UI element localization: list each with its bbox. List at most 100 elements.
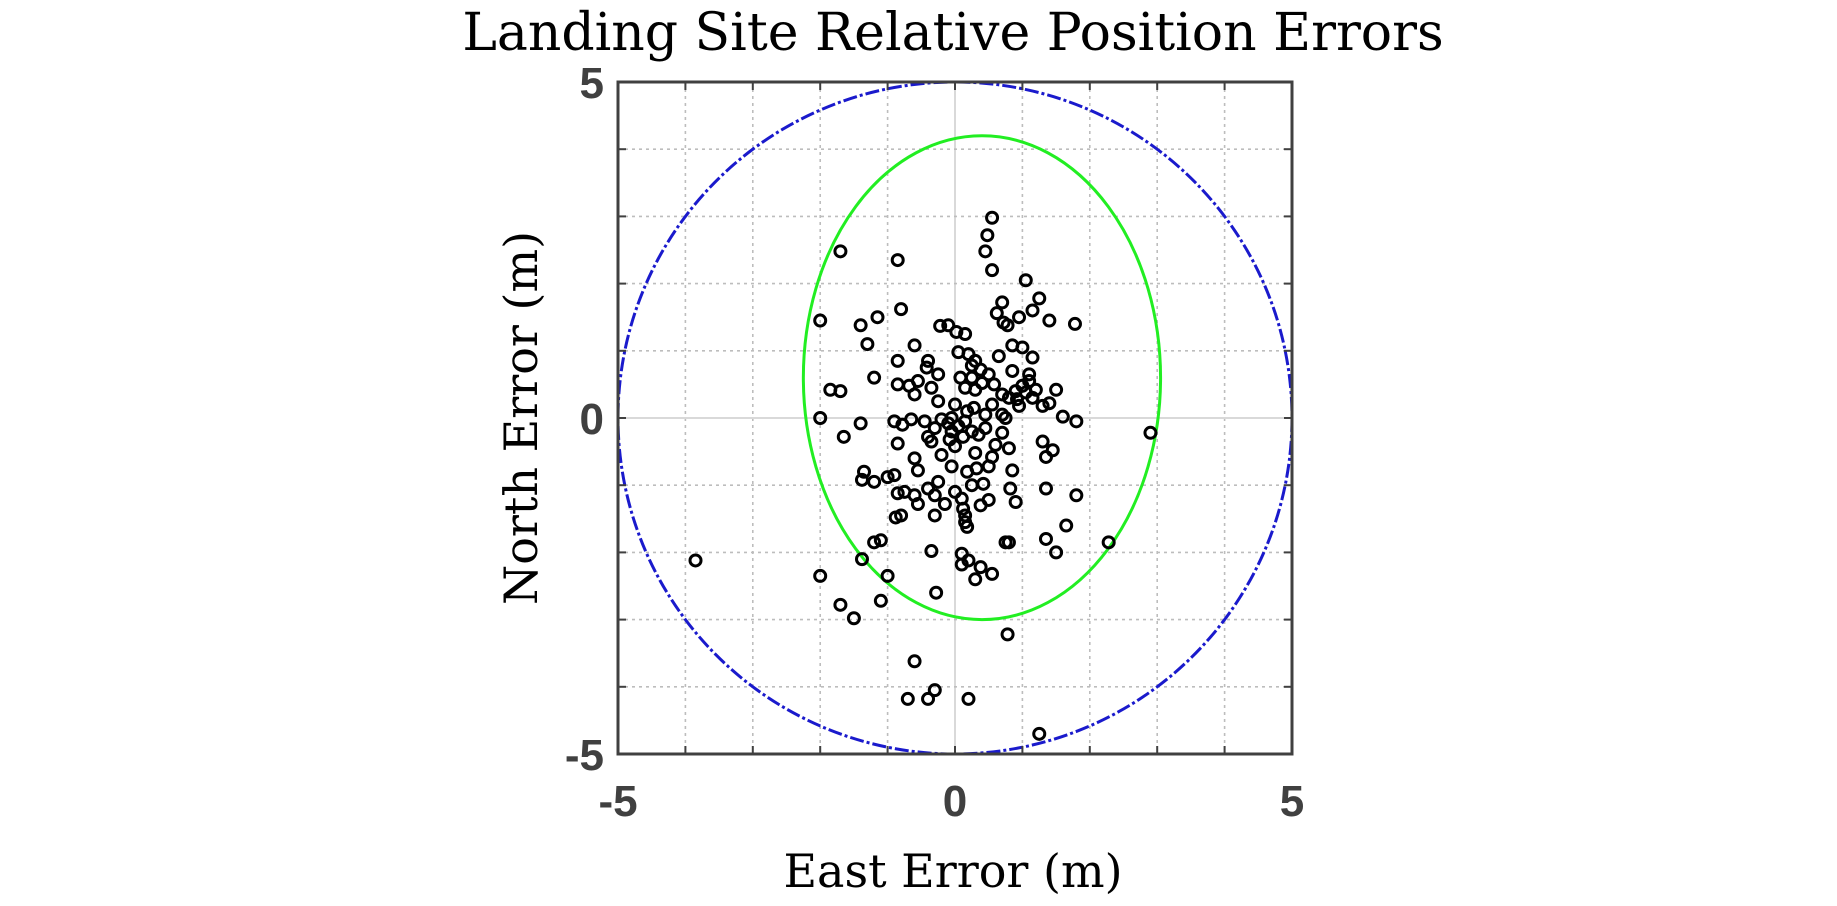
data-point [958,327,973,341]
data-point [887,468,902,483]
data-point [927,683,942,698]
data-point [1018,273,1033,288]
data-point [1059,518,1074,533]
data-point [907,338,922,353]
data-point [948,397,962,412]
data-point [1038,531,1053,546]
data-point [941,318,956,333]
data-point [1000,318,1015,333]
data-point [960,519,975,534]
data-point [910,497,925,512]
data-point [978,407,993,422]
data-point [873,593,888,608]
data-point [948,439,962,454]
data-point [1055,409,1070,424]
data-point [880,470,895,485]
x-tick-label: -5 [598,777,637,826]
data-point [988,437,1003,452]
data-point [1012,310,1027,325]
data-point [931,367,946,382]
data-point [1003,481,1018,496]
data-point [927,421,942,436]
data-point [924,380,939,395]
data-point [907,387,922,402]
data-point [944,424,959,439]
data-point [880,568,895,583]
data-point [980,228,995,243]
data-point [813,568,828,583]
axis-ticks: -5 0 5 -5 0 5 [565,59,1304,826]
data-point [813,313,828,328]
data-point [853,318,868,333]
data-point [895,417,910,432]
data-point [833,597,848,612]
data-point [854,472,869,487]
data-point [921,691,936,706]
data-point [833,384,848,399]
data-point [973,498,988,513]
data-point [860,337,875,352]
data-point [1143,425,1158,440]
data-point [976,476,991,491]
data-point [956,429,971,444]
data-point [985,210,1000,225]
data-point [813,411,828,425]
data-point [1035,434,1050,449]
data-point [833,244,848,259]
data-point [978,244,993,259]
data-point [924,434,939,449]
data-point [931,474,946,489]
data-point [857,464,872,479]
data-point [933,318,948,333]
data-point [854,552,869,567]
data-point [1038,449,1053,464]
data-point [894,302,909,317]
data-point [1038,481,1053,496]
data-point [890,377,905,392]
data-point [867,474,882,489]
data-point [890,486,905,501]
data-point [1000,627,1015,642]
data-point [927,488,942,503]
data-point [900,691,915,706]
data-point [1015,340,1030,355]
data-point [934,447,949,462]
data-point [961,691,976,706]
data-point [1005,463,1020,478]
data-point [929,585,944,600]
data-point [995,295,1010,310]
data-point [853,416,868,431]
data-point [991,349,1006,364]
data-point [998,411,1013,425]
data-point [981,459,996,474]
data-point [870,310,885,325]
data-point [964,478,979,493]
data-point [890,253,905,268]
data-point [1101,535,1116,550]
data-point [1032,726,1047,741]
data-point [867,535,882,550]
data-point [971,427,986,442]
data-point [1049,382,1064,397]
data-point [836,429,851,444]
data-point [688,553,703,568]
data-point [1069,414,1084,429]
data-point [944,459,959,474]
data-point [995,407,1010,422]
data-point [995,387,1010,402]
data-point [931,394,946,409]
data-point [954,557,969,572]
data-point [995,425,1010,440]
data-point [968,445,983,460]
data-point [888,510,903,525]
data-point [910,463,925,478]
data-point [968,572,983,587]
data-point [1025,303,1040,318]
data-point [1069,488,1084,503]
data-point [985,263,1000,278]
data-point [867,370,882,385]
data-point [890,436,905,451]
data-point [1032,291,1047,306]
data-point [956,501,971,516]
